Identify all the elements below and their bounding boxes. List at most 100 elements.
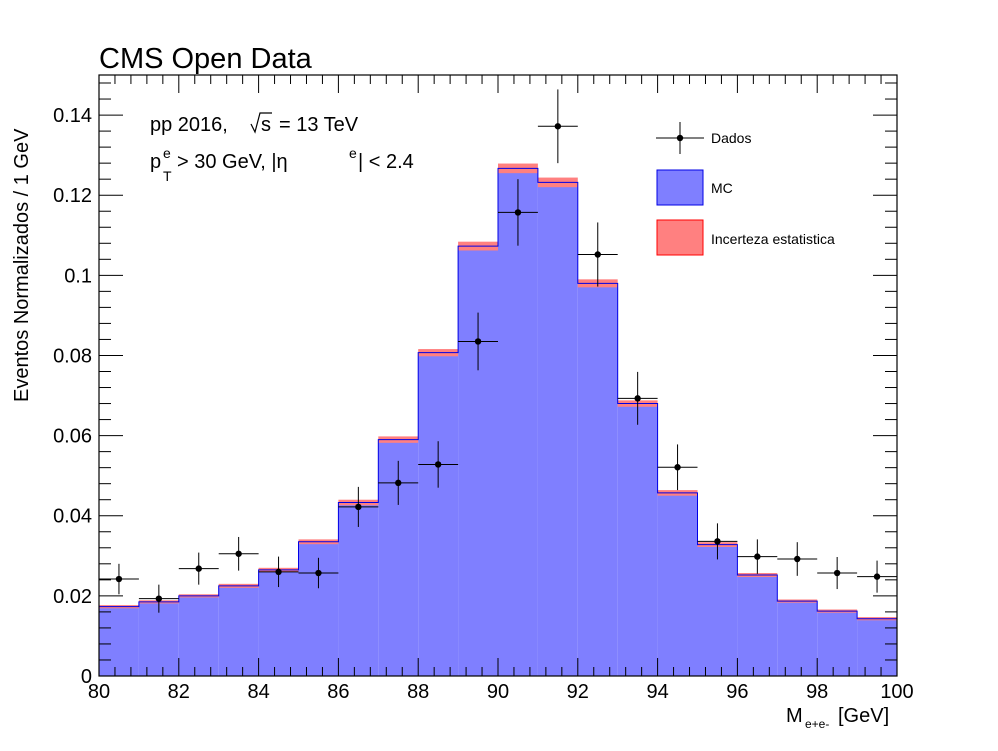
annotation-energy: pp 2016, s = 13 TeV <box>150 112 359 136</box>
mc-histogram <box>98 163 898 677</box>
legend-data-label: Dados <box>711 130 751 146</box>
x-tick-label: 84 <box>247 681 269 703</box>
legend-unc-swatch <box>656 219 704 256</box>
mc-bin <box>99 606 139 676</box>
annotation-pt-sub: T <box>163 168 172 184</box>
data-point <box>857 560 897 593</box>
data-marker <box>554 123 562 130</box>
x-tick-label: 88 <box>407 681 429 703</box>
data-point <box>737 539 778 574</box>
mc-bin <box>498 168 538 676</box>
legend-mc-label: MC <box>711 180 733 196</box>
mc-bin <box>857 618 897 676</box>
sqrt-symbol <box>250 112 272 134</box>
mc-bin <box>178 595 219 676</box>
legend-entry-mc: MC <box>656 169 733 206</box>
legend: Dados MC Incerteza estatistica <box>656 122 835 256</box>
y-tick-label: 0.04 <box>53 506 92 528</box>
data-marker <box>155 595 163 602</box>
annotation-cuts-mid: > 30 GeV, |η <box>177 151 288 173</box>
x-axis-title-sub: e+e- <box>805 717 829 731</box>
data-point <box>697 523 738 560</box>
x-tick-label: 96 <box>726 681 748 703</box>
x-tick-label: 92 <box>567 681 589 703</box>
legend-unc-label: Incerteza estatistica <box>711 231 835 247</box>
data-marker <box>754 553 761 560</box>
y-tick-label: 0.08 <box>53 345 92 367</box>
mc-bin <box>418 352 459 676</box>
mc-bin <box>817 611 858 676</box>
x-axis-title: M e+e- [GeV] <box>786 705 889 731</box>
legend-entry-uncertainty: Incerteza estatistica <box>656 219 835 256</box>
mc-bin <box>537 182 578 676</box>
data-point <box>298 557 339 589</box>
mc-bin <box>737 575 778 676</box>
data-point <box>378 460 419 505</box>
annotation-energy-prefix: pp 2016, <box>150 114 228 136</box>
x-tick-label: 82 <box>168 681 190 703</box>
data-point <box>537 89 578 164</box>
annotation-cuts: p e T > 30 GeV, |η e | < 2.4 <box>150 145 414 184</box>
annotation-energy-s: s <box>261 114 271 136</box>
data-marker <box>794 555 801 563</box>
annotation-energy-suffix: = 13 TeV <box>279 114 359 136</box>
annotation-eta-sup: e <box>349 145 357 161</box>
annotation-cuts-end: | < 2.4 <box>358 151 414 173</box>
data-marker <box>873 573 881 580</box>
data-marker <box>395 479 402 487</box>
legend-mc-swatch <box>656 169 704 206</box>
mc-bin <box>458 246 498 677</box>
x-tick-label: 86 <box>327 681 349 703</box>
legend-entry-data: Dados <box>656 122 751 154</box>
mc-bin <box>697 544 738 676</box>
data-point <box>657 444 698 491</box>
y-tick-label: 0.12 <box>53 185 92 207</box>
x-tick-label: 90 <box>487 681 509 703</box>
data-point <box>617 371 658 425</box>
mc-bin <box>138 601 179 676</box>
legend-data-marker <box>676 134 684 142</box>
x-tick-label: 94 <box>646 681 668 703</box>
data-point <box>258 556 299 588</box>
mc-outline <box>98 167 898 676</box>
data-point <box>418 441 459 488</box>
data-marker <box>115 575 123 583</box>
data-marker <box>474 338 482 345</box>
mc-bin <box>657 492 698 676</box>
y-tick-label: 0.14 <box>53 105 92 127</box>
mc-bin <box>617 403 658 676</box>
data-point <box>178 552 219 585</box>
y-tick-label: 0.06 <box>53 426 92 448</box>
mc-bin <box>777 601 818 676</box>
data-marker <box>195 565 202 572</box>
x-axis-title-main: M <box>786 705 803 727</box>
x-tick-label: 98 <box>806 681 828 703</box>
data-marker <box>594 251 601 258</box>
data-marker <box>235 550 242 557</box>
data-marker <box>714 538 721 545</box>
y-tick-label: 0.02 <box>53 586 92 608</box>
data-point <box>577 222 618 287</box>
data-marker <box>315 569 322 577</box>
annotation-pt-p: p <box>150 151 161 173</box>
annotation-pt-sup: e <box>163 145 171 161</box>
data-marker <box>634 395 641 402</box>
data-marker <box>355 503 362 511</box>
data-point <box>138 584 179 613</box>
mc-bin <box>338 502 379 676</box>
data-point <box>498 179 538 246</box>
axis-ticks <box>98 75 898 677</box>
x-tick-label: 100 <box>880 681 913 703</box>
y-tick-label: 0 <box>81 666 92 688</box>
data-point <box>777 542 818 576</box>
data-marker <box>674 464 681 471</box>
data-point <box>338 486 379 527</box>
mc-bin <box>258 569 299 676</box>
data-point <box>817 557 858 590</box>
mc-bin <box>577 283 618 676</box>
data-marker <box>275 568 282 576</box>
data-points <box>99 89 897 613</box>
tick-labels: 80 82 84 86 88 90 92 94 96 98 100 0 0.02 0.04 0.06 0.08… <box>53 105 914 703</box>
data-point <box>99 563 139 595</box>
